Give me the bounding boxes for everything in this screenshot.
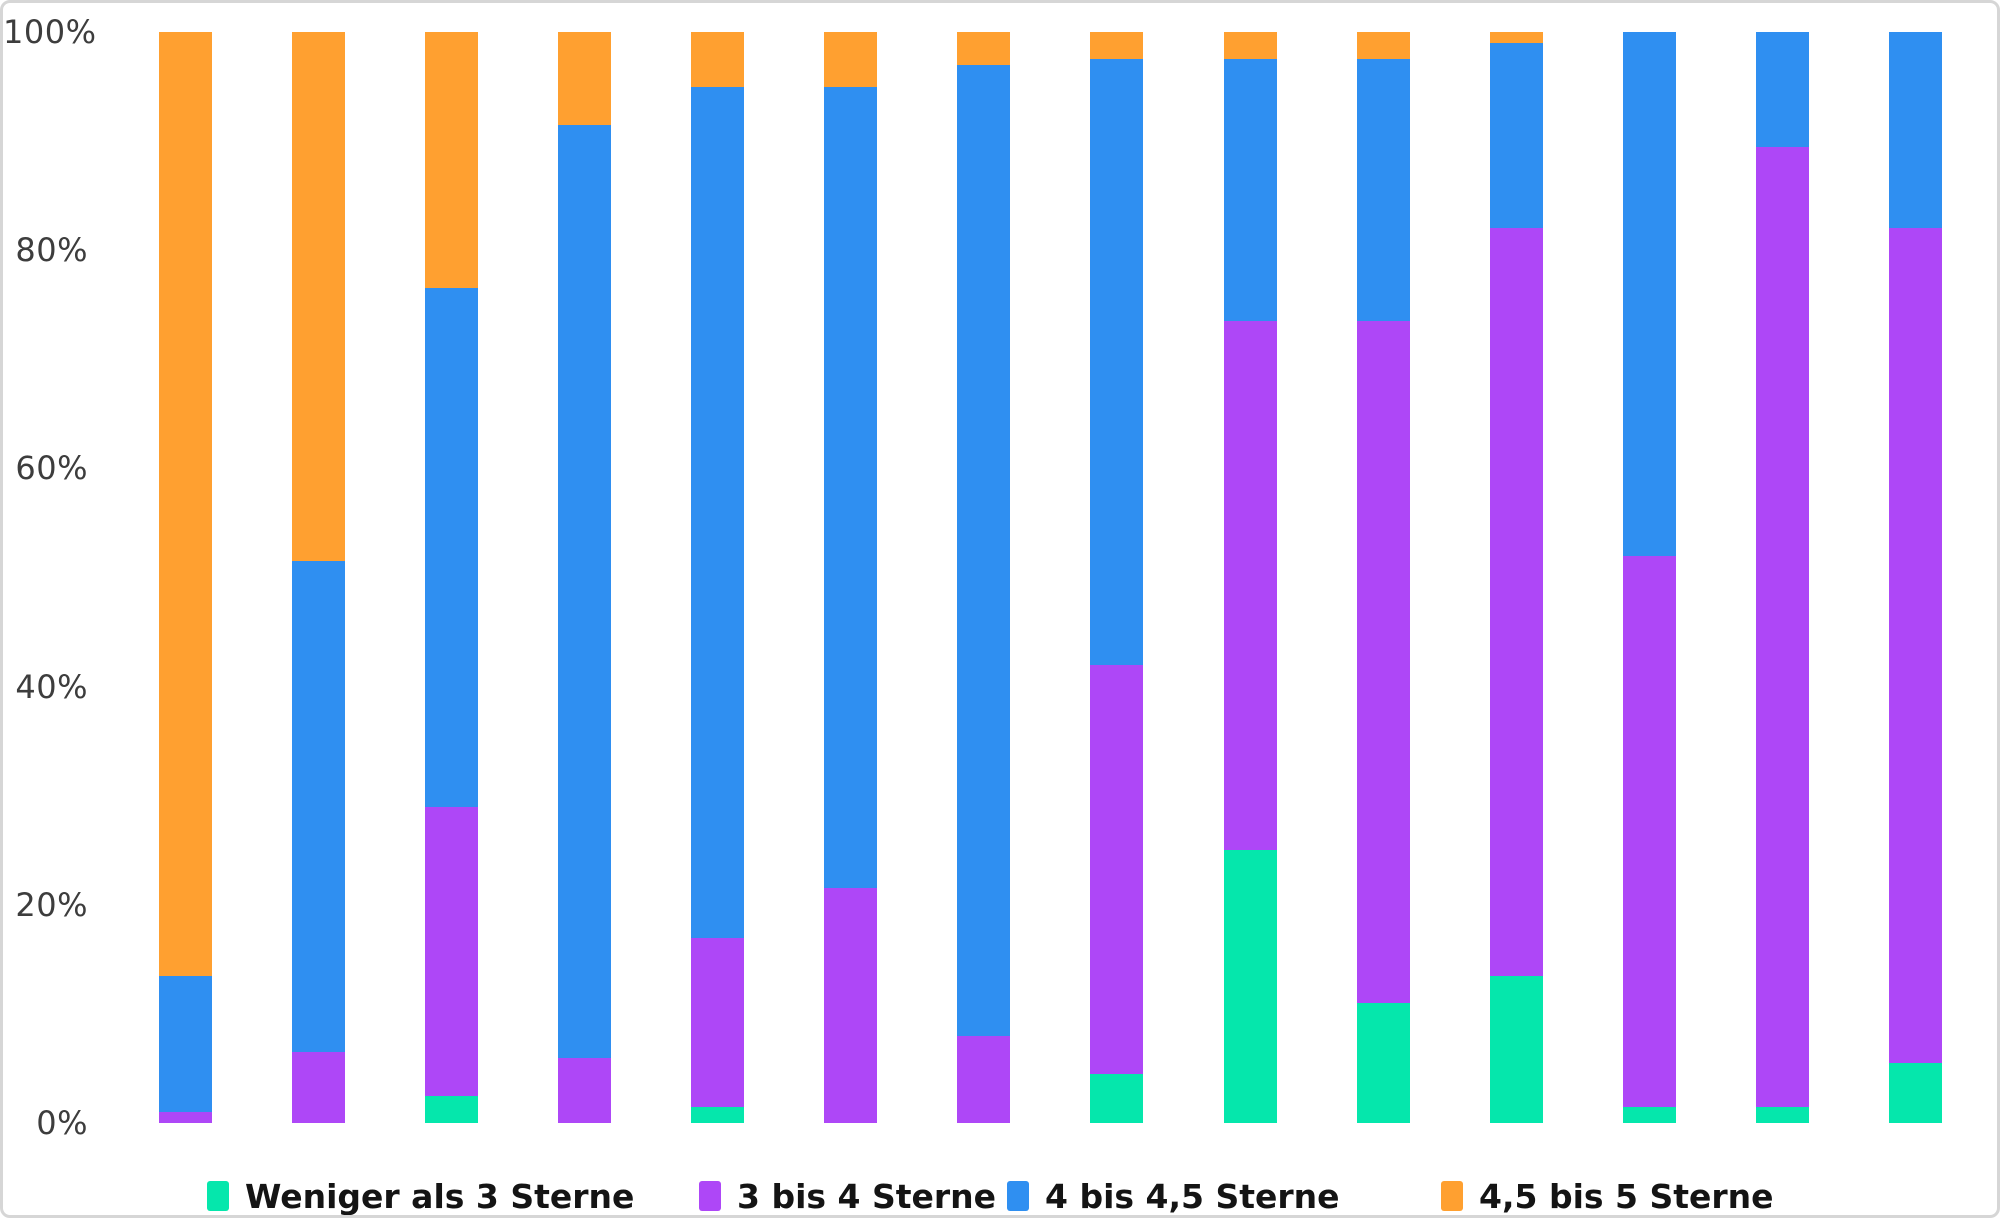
- legend-label: 4,5 bis 5 Sterne: [1479, 1176, 1774, 1216]
- bar-segment: [425, 1095, 479, 1123]
- bar-segment: [558, 32, 612, 125]
- bar-segment: [1356, 32, 1410, 60]
- legend-color-swatch: [207, 1181, 229, 1211]
- y-axis-tick-label: 80%: [15, 231, 88, 270]
- bar-segment: [1755, 146, 1809, 1107]
- legend-item: Weniger als 3 Sterne: [207, 1177, 634, 1215]
- bar: [957, 32, 1011, 1123]
- bar-segment: [159, 975, 212, 1113]
- bar: [558, 32, 612, 1123]
- bar-segment: [1090, 59, 1144, 665]
- bar-segment: [957, 32, 1011, 65]
- bar: [292, 32, 346, 1123]
- y-axis: 100% 80% 60% 40% 20% 0%: [3, 3, 97, 1215]
- bar-segment: [1356, 59, 1410, 322]
- bar-segment: [1356, 321, 1410, 1003]
- bar-segment: [1622, 32, 1676, 556]
- bar-segment: [1888, 1062, 1942, 1123]
- bar-segment: [691, 32, 745, 87]
- bar-segment: [1090, 1073, 1144, 1123]
- bar-segment: [1622, 555, 1676, 1107]
- legend-label: Weniger als 3 Sterne: [245, 1176, 635, 1216]
- bar: [1090, 32, 1144, 1123]
- bar-segment: [292, 561, 346, 1053]
- y-axis-tick-label: 0%: [36, 1104, 88, 1142]
- y-axis-tick-label: 20%: [15, 885, 88, 924]
- plot-area: [159, 32, 1942, 1123]
- legend-color-swatch: [699, 1181, 721, 1211]
- bar-segment: [691, 86, 745, 938]
- bar-segment: [292, 1052, 346, 1123]
- bar-segment: [1489, 975, 1543, 1123]
- bar-segment: [1090, 664, 1144, 1074]
- bar: [1622, 32, 1676, 1123]
- y-axis-tick-label: 100%: [3, 13, 97, 51]
- bar-segment: [1489, 32, 1543, 43]
- bar-segment: [159, 32, 212, 976]
- y-axis-tick-label: 60%: [15, 449, 88, 488]
- bar-segment: [1356, 1002, 1410, 1123]
- legend-item: 4 bis 4,5 Sterne: [1007, 1177, 1340, 1215]
- bar-segment: [1223, 59, 1277, 322]
- bar-segment: [1489, 228, 1543, 976]
- bar-segment: [957, 1035, 1011, 1123]
- bar: [1489, 32, 1543, 1123]
- bar-segment: [292, 32, 346, 562]
- bar-segment: [425, 288, 479, 807]
- bar: [1356, 32, 1410, 1123]
- legend-label: 4 bis 4,5 Sterne: [1045, 1176, 1340, 1216]
- bar-segment: [824, 888, 878, 1123]
- bar-segment: [159, 1112, 212, 1123]
- bar-segment: [1223, 32, 1277, 60]
- bar-segment: [425, 806, 479, 1096]
- bar: [1755, 32, 1809, 1123]
- bar-segment: [824, 86, 878, 889]
- bar-segment: [691, 1106, 745, 1123]
- bar: [1223, 32, 1277, 1123]
- legend: Weniger als 3 Sterne 3 bis 4 Sterne 4 bis …: [3, 1177, 1997, 1215]
- bar: [425, 32, 479, 1123]
- bar-segment: [1755, 1106, 1809, 1123]
- legend-color-swatch: [1441, 1181, 1463, 1211]
- bar-segment: [1489, 42, 1543, 229]
- bar-segment: [1223, 321, 1277, 851]
- bar-segment: [691, 937, 745, 1107]
- legend-item: 3 bis 4 Sterne: [699, 1177, 996, 1215]
- legend-item: 4,5 bis 5 Sterne: [1441, 1177, 1774, 1215]
- bar-segment: [1090, 32, 1144, 60]
- bar-segment: [1888, 228, 1942, 1063]
- bar-segment: [1223, 850, 1277, 1123]
- legend-color-swatch: [1007, 1181, 1029, 1211]
- bar-segment: [425, 32, 479, 289]
- bar-segment: [1888, 32, 1942, 229]
- bar-segment: [824, 32, 878, 87]
- bar-segment: [1622, 1106, 1676, 1123]
- bar: [824, 32, 878, 1123]
- bar-segment: [1755, 32, 1809, 147]
- bar-segment: [957, 64, 1011, 1036]
- bar-segment: [558, 1057, 612, 1123]
- bar: [159, 32, 212, 1123]
- bar: [1888, 32, 1942, 1123]
- y-axis-tick-label: 40%: [15, 667, 88, 706]
- legend-label: 3 bis 4 Sterne: [737, 1176, 997, 1216]
- bar-segment: [558, 124, 612, 1058]
- bar: [691, 32, 745, 1123]
